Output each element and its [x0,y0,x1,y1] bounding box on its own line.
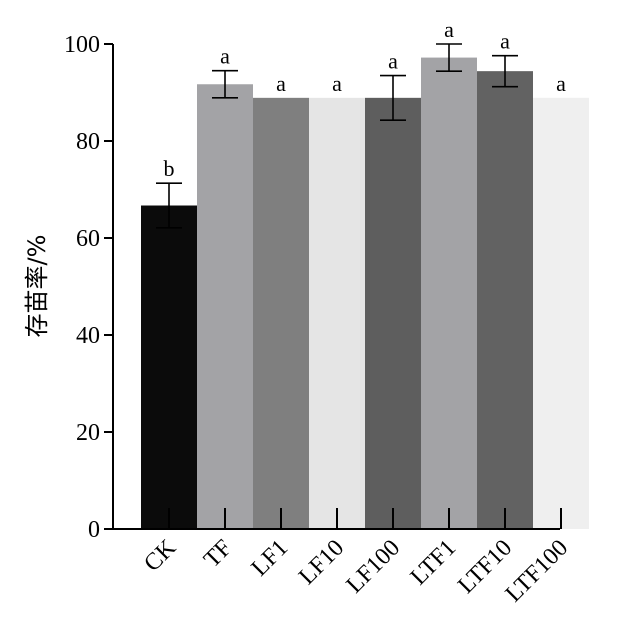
x-tick-label-ck: CK [139,534,181,576]
y-tick-label: 80 [76,129,100,155]
x-tick-label-lf10: LF10 [294,535,349,590]
x-tick-label-ltf100: LTF100 [501,535,573,607]
significance-letter-ltf1: a [444,17,454,42]
error-bar-ltf10 [492,54,518,88]
bar-lf10 [309,97,365,530]
bar-ltf100 [533,97,589,530]
significance-letter-ck: b [164,156,175,181]
error-bar-lf100 [380,74,406,121]
y-tick-label: 20 [76,420,100,446]
x-tick-label-lf100: LF100 [342,535,406,599]
y-axis-ticks: 0 20 40 60 80 100 [64,32,113,543]
significance-letter-lf100: a [388,49,398,74]
x-tick-label-lf1: LF1 [247,535,294,582]
significance-letter-lf10: a [332,71,342,96]
bar-ck [141,205,197,529]
error-bar-tf [212,69,238,99]
y-tick-label: 40 [76,323,100,349]
bar-lf100 [365,97,421,530]
y-tick-label: 100 [64,32,100,58]
significance-letter-ltf10: a [500,29,510,54]
y-axis-title: 存苗率/% [23,235,51,338]
significance-letters-layer: b a a a a a a a [164,17,567,181]
significance-letter-ltf100: a [556,71,566,96]
significance-letter-tf: a [220,44,230,69]
bar-lf1 [253,97,309,530]
x-tick-label-ltf1: LTF1 [406,535,461,590]
bar-ltf10 [477,71,533,529]
bars-layer [141,57,589,530]
significance-letter-lf1: a [276,71,286,96]
y-tick-label: 60 [76,226,100,252]
error-bars-layer [156,43,518,229]
bar-tf [197,84,253,529]
error-bar-ltf1 [436,43,462,72]
bar-ltf1 [421,57,477,530]
x-tick-label-tf: TF [199,535,237,573]
y-tick-label: 0 [88,517,100,543]
error-bar-ck [156,182,182,229]
